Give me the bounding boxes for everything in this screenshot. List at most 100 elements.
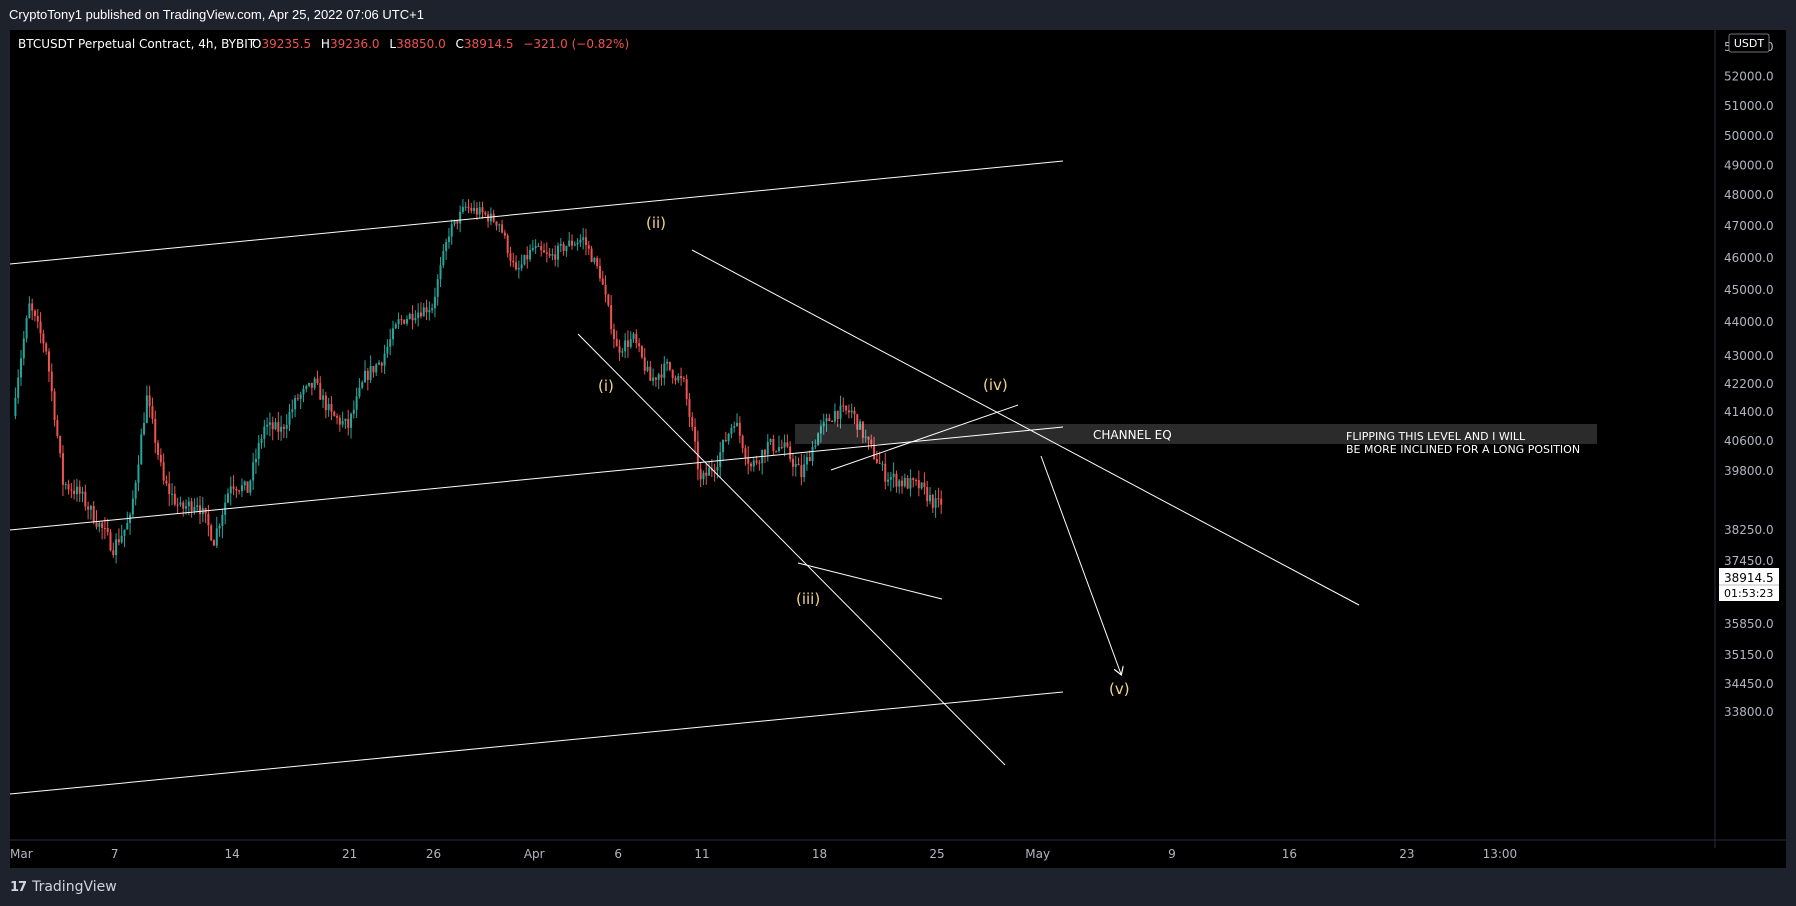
candle-body (752, 460, 755, 467)
candle-body (529, 249, 532, 260)
candle-body (870, 439, 873, 445)
candle-body (503, 232, 506, 236)
candle-body (313, 378, 316, 388)
candle-body (22, 338, 25, 359)
candle-body (419, 312, 422, 317)
candle-body (425, 307, 428, 313)
candle-body (145, 395, 148, 423)
candle-body (638, 343, 641, 347)
candle-body (680, 376, 683, 379)
candle-body (168, 483, 171, 495)
channel-eq-zone[interactable] (795, 424, 1597, 444)
candle-body (134, 482, 137, 499)
wave-channel-upper-line[interactable] (691, 249, 1360, 606)
time-tick-label: 26 (426, 847, 441, 861)
candle-body (713, 470, 716, 472)
candle-body (87, 506, 90, 510)
price-tick-label: 42200.0 (1724, 377, 1774, 391)
price-tick-label: 43000.0 (1724, 349, 1774, 363)
candle-body (215, 528, 218, 546)
legend-o-value: 39235.5 (261, 37, 311, 51)
candle-body (257, 442, 260, 459)
candle-body (98, 522, 101, 527)
candle-body (347, 418, 350, 428)
candle-body (447, 236, 450, 243)
candle-body (775, 450, 778, 452)
candle-body (207, 513, 210, 526)
time-axis[interactable]: Mar 7 14 21 26 Apr 6 11 18 25 May 9 16 23 13:00 (10, 847, 1517, 861)
footer-bar (0, 868, 1796, 906)
candle-body (19, 358, 22, 378)
candle-body (352, 409, 355, 414)
candle-body (811, 447, 814, 462)
candle-body (173, 493, 176, 505)
candle-body (25, 318, 28, 339)
legend-h-value: 39236.0 (330, 37, 380, 51)
candle-body (106, 528, 109, 533)
candle-body (358, 387, 361, 397)
candle-body (598, 266, 601, 279)
candle-body (442, 251, 445, 266)
price-axis[interactable]: 53000.052000.051000.050000.049000.048000… (1724, 40, 1774, 719)
candle-body (736, 422, 739, 427)
wave-channel-lower-line[interactable] (577, 333, 1006, 766)
candle-body (654, 377, 657, 380)
candle-body (143, 422, 146, 435)
triangle-upper-line[interactable] (830, 404, 1019, 471)
candle-body (411, 313, 414, 321)
candle-body (800, 465, 803, 478)
candle-body (545, 252, 548, 254)
candle-body (582, 237, 585, 240)
candle-body (436, 279, 439, 297)
wave-label-iii: (iii) (796, 590, 820, 608)
price-tick-label: 35150.0 (1724, 648, 1774, 662)
wave-v-projection-arrow[interactable] (1040, 455, 1121, 674)
candle-body (148, 395, 151, 407)
candle-body (568, 240, 571, 247)
candle-body (853, 410, 856, 415)
candle-body (487, 214, 490, 222)
candle-body (361, 382, 364, 388)
candle-body (196, 505, 199, 508)
tradingview-brand[interactable]: 17 TradingView (10, 877, 117, 897)
candle-body (587, 245, 590, 249)
candle-body (277, 422, 280, 432)
candle-body (338, 417, 341, 425)
candle-body (123, 529, 126, 536)
channel-lower-line[interactable] (9, 691, 1064, 795)
channel-mid-line[interactable] (9, 426, 1064, 531)
currency-badge-box[interactable] (1728, 33, 1770, 53)
candle-body (103, 527, 106, 529)
candle-body (498, 224, 501, 226)
candle-body (470, 207, 473, 211)
candle-body (302, 388, 305, 395)
candle-body (78, 486, 81, 494)
candle-body (249, 480, 252, 493)
candle-body (193, 507, 196, 512)
candle-body (89, 505, 92, 510)
price-tick-label: 46000.0 (1724, 251, 1774, 265)
triangle-lower-line[interactable] (797, 562, 943, 600)
candle-body (159, 454, 162, 463)
currency-badge[interactable]: USDT (1734, 37, 1765, 50)
candle-body (280, 426, 283, 432)
price-tick-label: 40600.0 (1724, 434, 1774, 448)
candle-body (940, 498, 943, 505)
candle-body (694, 426, 697, 442)
channel-upper-line[interactable] (9, 160, 1064, 265)
candle-body (456, 219, 459, 224)
candle-body (299, 394, 302, 399)
candle-body (531, 247, 534, 250)
candle-body (428, 310, 431, 313)
candle-body (666, 361, 669, 364)
price-tick-label: 39800.0 (1724, 464, 1774, 478)
candle-body (364, 370, 367, 383)
candle-body (42, 333, 45, 344)
legend-change: −321.0 (−0.82%) (523, 37, 629, 51)
candle-body (246, 481, 249, 493)
candle-body (610, 305, 613, 330)
chart-frame[interactable] (10, 30, 1786, 868)
candle-body (576, 242, 579, 245)
time-tick-label: 7 (111, 847, 119, 861)
